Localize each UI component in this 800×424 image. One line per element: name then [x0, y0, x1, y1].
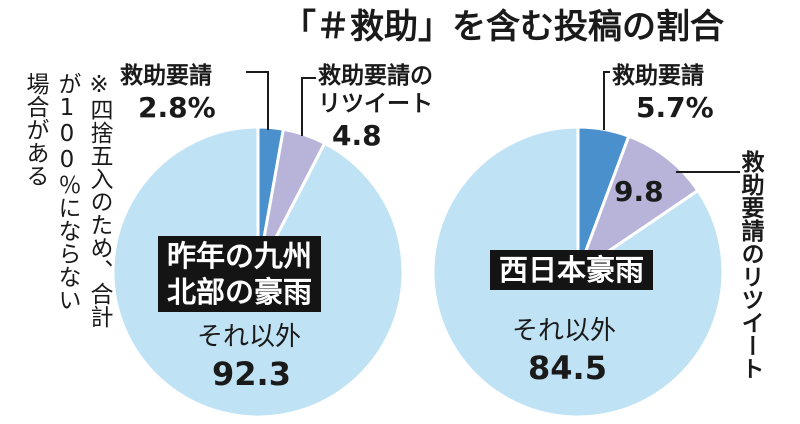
pie2-value-other: 84.5 — [528, 349, 607, 387]
pie1-label-retweet-1: 救助要請の — [318, 63, 433, 89]
pie1-label-rescue-request: 救助要請 — [120, 63, 212, 89]
pie1-slice-other — [111, 125, 405, 419]
pie1-label-retweet-2: リツイート — [318, 91, 433, 117]
pie2-label-rescue-request: 救助要請 — [612, 63, 704, 89]
chart-title: 「＃救助」を含む投稿の割合 — [282, 7, 724, 47]
pie1-leader-retweet — [301, 77, 316, 136]
pie2-leader-rescue-request — [603, 71, 610, 130]
pie1-leader-rescue-request — [246, 71, 269, 130]
pie2-slice-retweet — [574, 134, 701, 276]
pie2-title-box: 西日本豪雨 — [490, 250, 654, 290]
footnote: ※四捨五入のため、合計 が100％にならない 場合がある — [6, 72, 118, 422]
leader-lines — [246, 71, 740, 173]
pie1-value-other: 92.3 — [212, 355, 291, 393]
pie2-value-retweet: 9.8 — [614, 175, 664, 208]
pie1-value-retweet: 4.8 — [332, 119, 382, 152]
pie-chart-kyushu — [111, 125, 405, 419]
pie1-title-line-1: 昨年の九州 — [167, 239, 313, 273]
pie1-title-box: 昨年の九州 北部の豪雨 — [158, 236, 322, 312]
pie2-label-retweet: 救助要請のリツイート — [737, 150, 763, 380]
pie1-value-rescue-request: 2.8% — [138, 91, 216, 124]
pie1-label-other: それ以外 — [197, 322, 302, 352]
footnote-line-1: ※四捨五入のため、合計 — [86, 72, 112, 328]
pie2-value-rescue-request: 5.7% — [636, 91, 714, 124]
pie2-label-other: それ以外 — [512, 316, 617, 346]
footnote-line-2: が100％にならない — [54, 72, 80, 311]
footnote-line-3: 場合がある — [22, 72, 48, 187]
pie1-title-line-2: 北部の豪雨 — [167, 275, 313, 309]
pie2-title-line-1: 西日本豪雨 — [499, 253, 645, 287]
